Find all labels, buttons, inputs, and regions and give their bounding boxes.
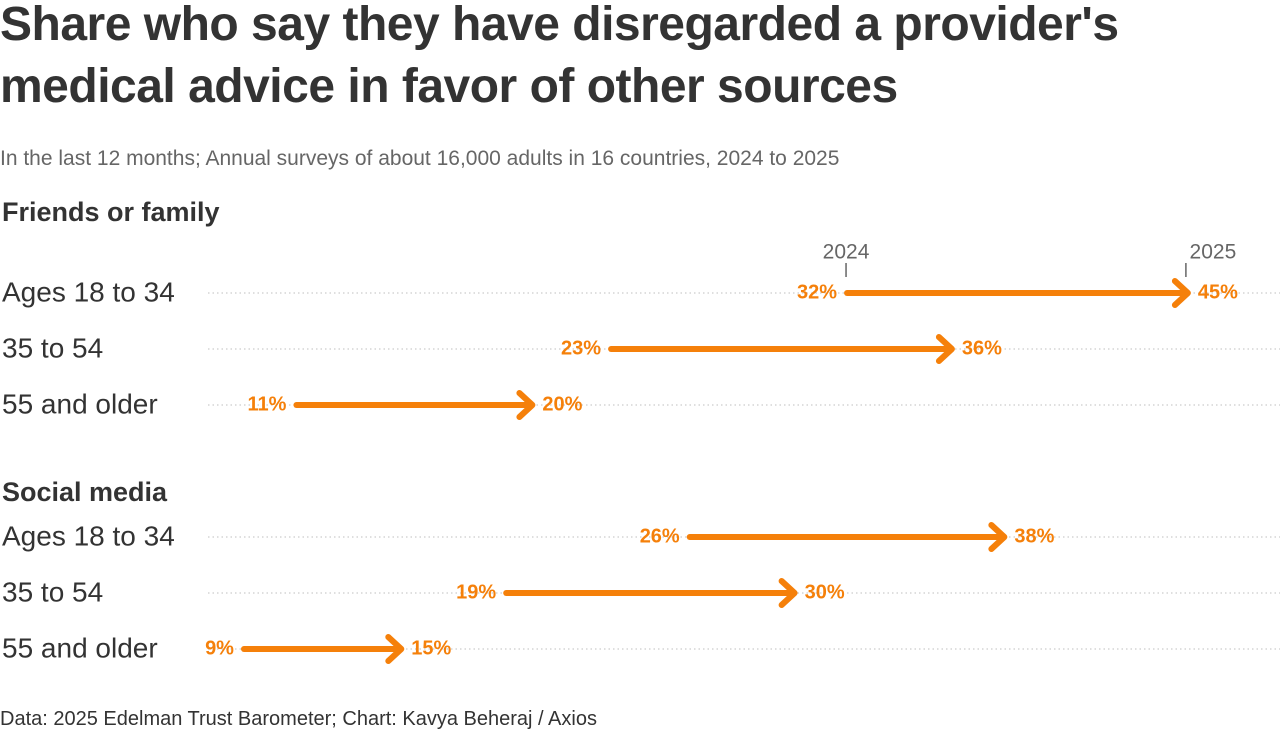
arrow-head bbox=[988, 522, 1008, 552]
row-label: 35 to 54 bbox=[2, 576, 103, 607]
end-value-label: 36% bbox=[962, 337, 1002, 359]
start-value-label: 23% bbox=[561, 337, 601, 359]
start-value-label: 19% bbox=[456, 581, 496, 603]
end-value-label: 15% bbox=[411, 637, 451, 659]
arrow-head bbox=[385, 634, 405, 664]
group-title: Friends or family bbox=[2, 197, 220, 227]
arrow-head bbox=[516, 390, 536, 420]
chart-title: Share who say they have disregarded a pr… bbox=[0, 0, 1119, 113]
arrow-head bbox=[778, 578, 798, 608]
row-label: Ages 18 to 34 bbox=[2, 276, 175, 307]
start-value-label: 32% bbox=[797, 281, 837, 303]
group-title: Social media bbox=[2, 477, 168, 507]
end-value-label: 38% bbox=[1014, 525, 1054, 547]
row-label: 35 to 54 bbox=[2, 332, 103, 363]
row-label: 55 and older bbox=[2, 388, 158, 419]
row-label: Ages 18 to 34 bbox=[2, 520, 175, 551]
chart-subtitle: In the last 12 months; Annual surveys of… bbox=[0, 147, 840, 170]
year-label-start: 2024 bbox=[823, 241, 870, 264]
end-value-label: 30% bbox=[805, 581, 845, 603]
source-note: Data: 2025 Edelman Trust Barometer; Char… bbox=[0, 708, 597, 730]
start-value-label: 26% bbox=[640, 525, 680, 547]
year-label-end: 2025 bbox=[1190, 241, 1237, 264]
start-value-label: 11% bbox=[247, 393, 286, 415]
arrow-head bbox=[1171, 278, 1191, 308]
arrow-chart: Friends or family Ages 18 to 34 32% 45% 2024… bbox=[2, 197, 1280, 664]
start-value-label: 9% bbox=[205, 637, 234, 659]
row-label: 55 and older bbox=[2, 632, 158, 663]
end-value-label: 45% bbox=[1198, 281, 1238, 303]
end-value-label: 20% bbox=[542, 393, 582, 415]
arrow-head bbox=[935, 334, 955, 364]
